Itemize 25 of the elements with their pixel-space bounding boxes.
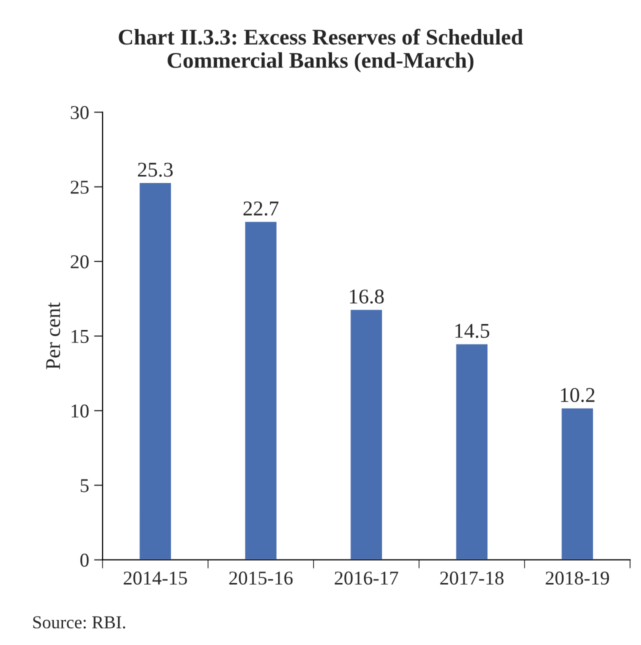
y-tick-label: 15 <box>72 330 89 343</box>
y-axis-title: Per cent <box>46 302 60 370</box>
source-note: Source: RBI. <box>33 616 126 629</box>
y-tick-label: 0 <box>80 554 89 567</box>
data-label: 14.5 <box>455 324 490 338</box>
data-label: 16.8 <box>350 290 384 304</box>
bar <box>138 182 172 560</box>
x-tick-label: 2016-17 <box>334 572 398 585</box>
bar <box>244 220 278 560</box>
bar <box>349 308 384 560</box>
chart-title: Chart II.3.3: Excess Reserves of Scheduled Commercial Banks (end-March) <box>118 28 524 72</box>
y-tick-label: 5 <box>80 479 89 492</box>
data-label: 10.2 <box>560 388 594 402</box>
data-label: 22.7 <box>244 202 278 216</box>
y-tick-label: 20 <box>70 255 89 268</box>
data-label: 25.3 <box>138 162 173 177</box>
bar <box>560 406 594 560</box>
y-tick-label: 25 <box>70 180 89 194</box>
x-tick-label: 2017-18 <box>440 572 504 585</box>
x-tick-label: 2014-15 <box>124 572 187 585</box>
y-tick-label: 30 <box>70 106 89 120</box>
x-tick-label: 2018-19 <box>546 572 609 585</box>
y-tick-label: 10 <box>72 404 89 418</box>
x-tick-label: 2015-16 <box>229 572 293 585</box>
bar <box>454 342 489 560</box>
